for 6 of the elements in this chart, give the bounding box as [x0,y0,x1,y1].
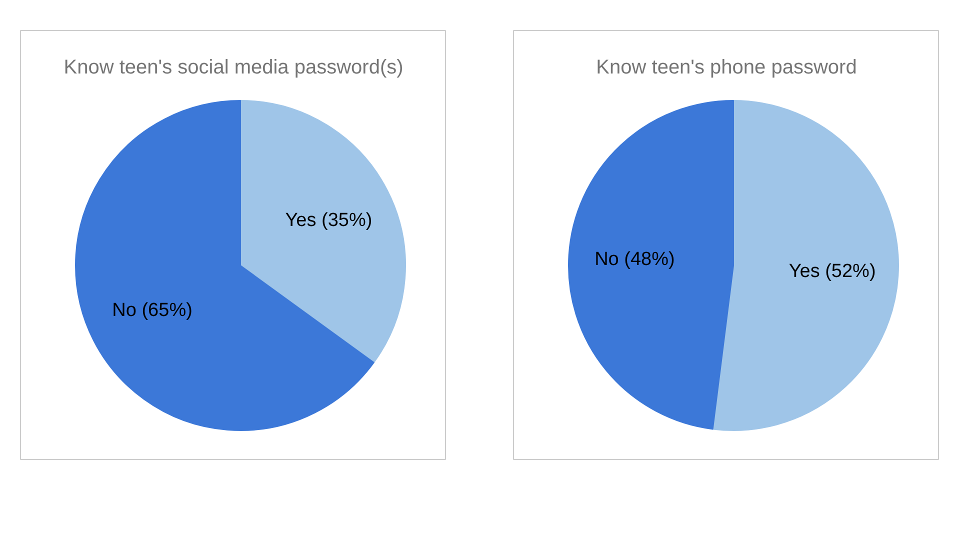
slice-label: No (65%) [112,300,192,321]
slice-label: Yes (35%) [285,210,372,232]
chart-title: Know teen's phone password [596,56,857,78]
slice-label: No (48%) [594,248,675,270]
slice-label: Yes (52%) [788,261,876,282]
chart-title: Know teen's social media password(s) [64,56,404,78]
